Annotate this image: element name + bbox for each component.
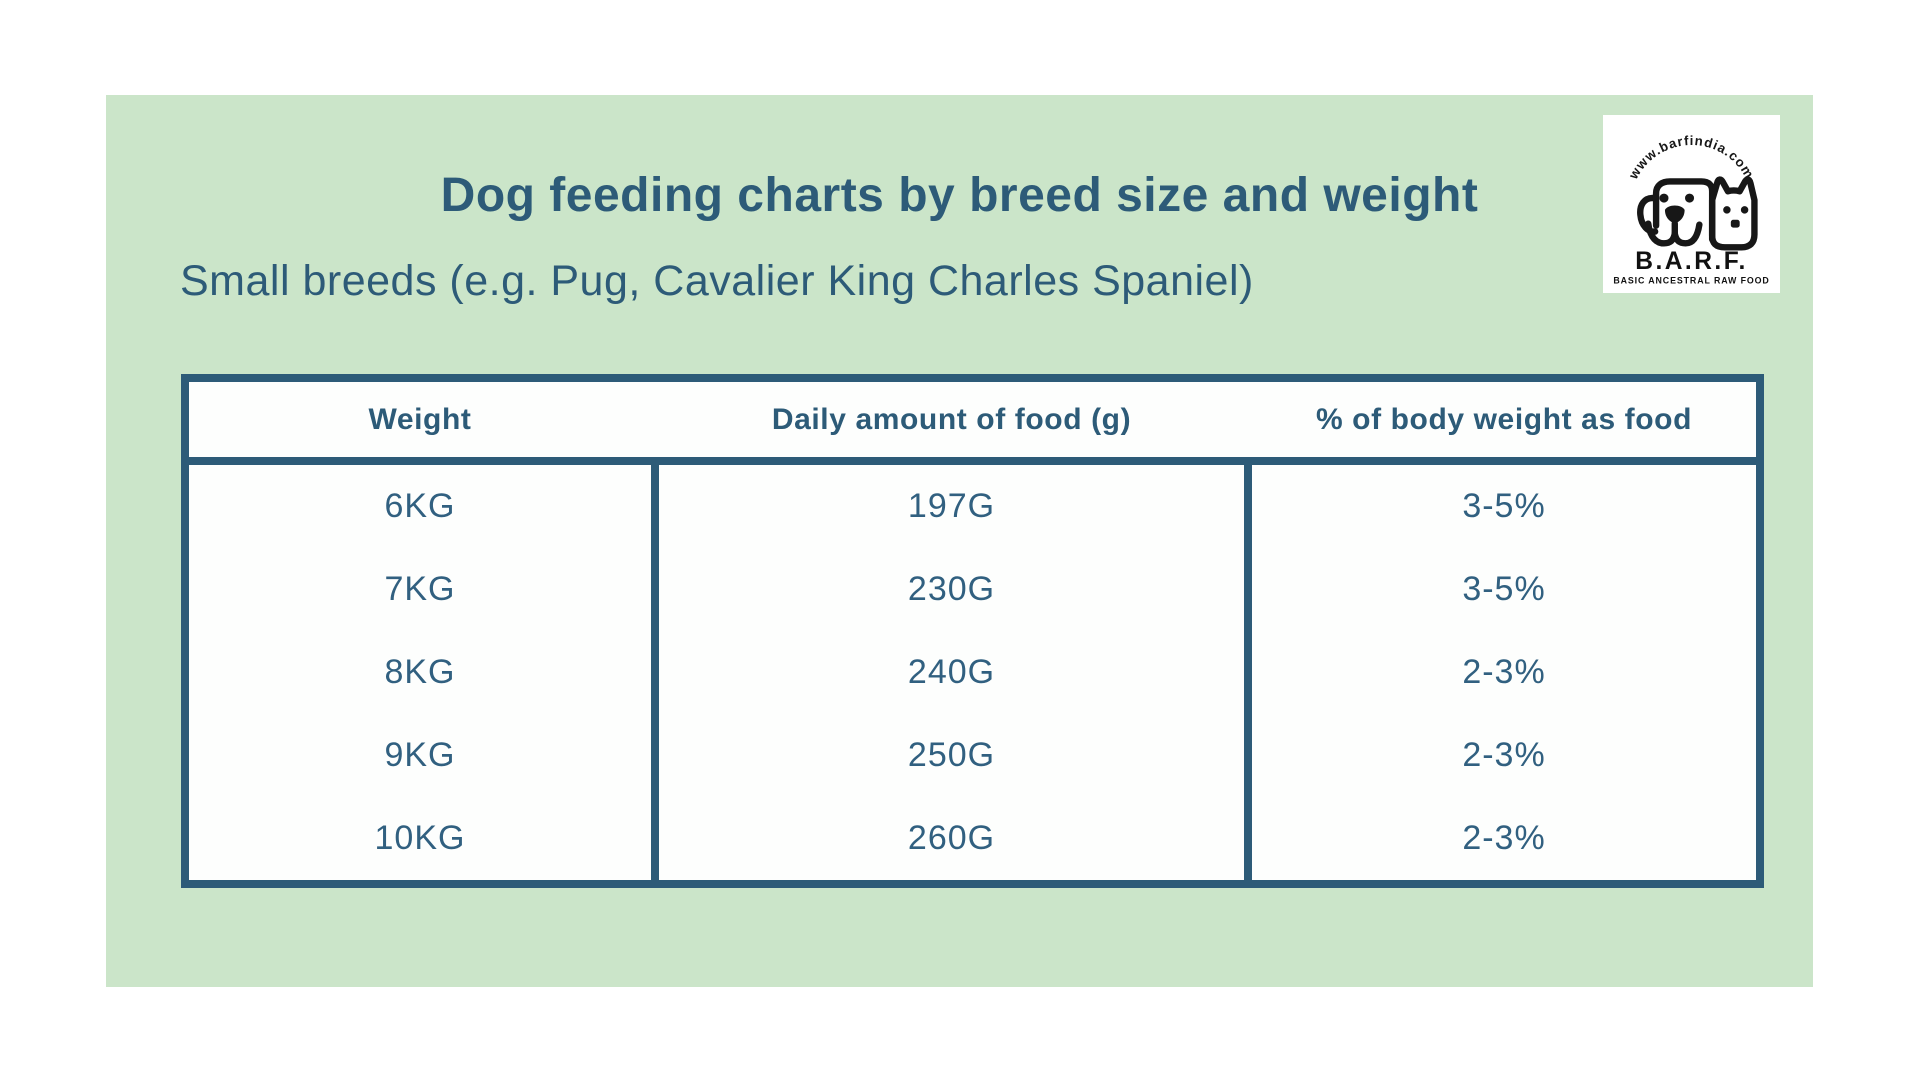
logo-name: B.A.R.F. [1635,248,1748,275]
feeding-table: Weight Daily amount of food (g) % of bod… [181,374,1764,888]
table-cell: 230G [907,570,996,608]
dog-face-icon [1637,178,1716,247]
table-cell: 3-5% [1462,570,1546,608]
table-cell: 6KG [384,487,456,525]
cat-face-icon [1708,176,1758,251]
table-cell: 9KG [384,736,456,774]
page-title: Dog feeding charts by breed size and wei… [440,169,1479,222]
feeding-chart-card: Dog feeding charts by breed size and wei… [106,95,1813,987]
table-cell: 2-3% [1462,819,1546,857]
barf-logo: www.barfindia.com B.A.R [1603,115,1780,293]
weight-column: 6KG 7KG 8KG 9KG 10KG [189,465,651,880]
table-cell: 197G [907,487,996,525]
table-cell: 2-3% [1462,736,1546,774]
table-cell: 8KG [384,653,456,691]
table-cell: 3-5% [1462,487,1546,525]
table-cell: 10KG [374,819,466,857]
logo-tagline: BASIC ANCESTRAL RAW FOOD [1613,276,1769,286]
column-header-weight: Weight [368,402,472,436]
barf-logo-icon: www.barfindia.com B.A.R [1613,133,1769,286]
table-cell: 260G [907,819,996,857]
table-body: 6KG 7KG 8KG 9KG 10KG 197G 230G 240G 250G… [189,465,1756,880]
daily-amount-column: 197G 230G 240G 250G 260G [651,465,1244,880]
table-cell: 240G [907,653,996,691]
body-weight-pct-column: 3-5% 3-5% 2-3% 2-3% 2-3% [1244,465,1756,880]
logo-website-arc-text: www.barfindia.com [1625,133,1757,182]
column-header-body-weight-pct: % of body weight as food [1315,402,1693,436]
table-cell: 7KG [384,570,456,608]
table-header-row: Weight Daily amount of food (g) % of bod… [189,382,1756,465]
breed-category-subtitle: Small breeds (e.g. Pug, Cavalier King Ch… [180,257,1254,305]
table-cell: 250G [907,736,996,774]
table-cell: 2-3% [1462,653,1546,691]
column-header-daily-amount: Daily amount of food (g) [771,402,1132,436]
